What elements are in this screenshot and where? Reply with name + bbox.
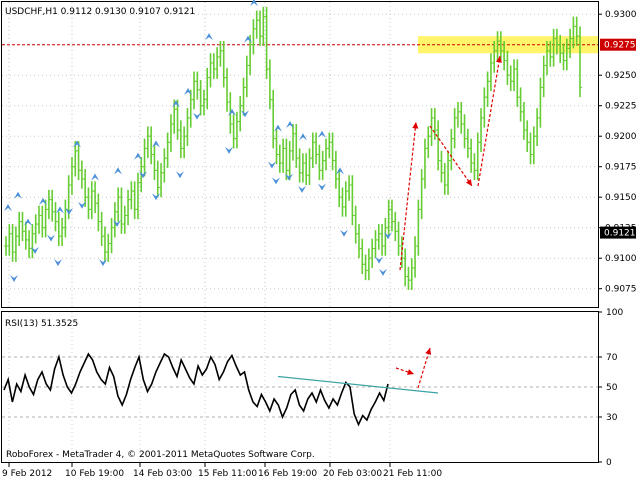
- time-axis-label: 21 Feb 11:00: [383, 469, 442, 479]
- fractal-up-marker: [56, 206, 64, 214]
- rsi-axis-label: 30: [606, 413, 618, 423]
- fractal-down-marker: [10, 274, 18, 282]
- fractal-down-marker: [379, 268, 387, 276]
- fractal-markers: [4, 0, 392, 282]
- arrow-up-2-head: [495, 56, 502, 63]
- price-axis-label: 0.9150: [605, 193, 637, 203]
- rsi-axis-label: 70: [606, 353, 618, 363]
- fractal-down-marker: [225, 146, 233, 154]
- fractal-down-marker: [99, 259, 107, 267]
- fractal-down-marker: [318, 183, 326, 191]
- rsi-levels: [2, 312, 598, 462]
- time-axis-label: 16 Feb 19:00: [258, 469, 317, 479]
- time-axis-label: 9 Feb 2012: [2, 469, 52, 479]
- price-axis-label: 0.9225: [605, 102, 637, 112]
- fractal-down-marker: [375, 256, 383, 264]
- time-axis-label: 20 Feb 03:00: [323, 469, 382, 479]
- fractal-up-marker: [228, 108, 236, 116]
- rsi-axis-label: 100: [606, 308, 623, 318]
- fractal-up-marker: [114, 167, 122, 175]
- rsi-arrow-2-head: [425, 348, 432, 355]
- fractal-up-marker: [152, 140, 160, 148]
- fractal-up-marker: [39, 197, 47, 205]
- current-price-box: [600, 226, 636, 239]
- rsi-axis: 100 70 50 30 0: [598, 308, 623, 468]
- fractal-down-marker: [78, 201, 86, 209]
- fractal-down-marker: [47, 234, 55, 242]
- price-axis-label: 0.9175: [605, 163, 637, 173]
- fractal-up-marker: [274, 124, 282, 132]
- resistance-price-label: 0.9275: [604, 41, 636, 51]
- price-series: [4, 6, 582, 290]
- fractal-up-marker: [24, 218, 32, 226]
- fractal-up-marker: [286, 121, 294, 128]
- fractal-down-marker: [272, 177, 280, 185]
- fractal-down-marker: [113, 220, 121, 228]
- time-axis-label: 14 Feb 03:00: [133, 469, 192, 479]
- rsi-axis-label: 50: [606, 383, 618, 393]
- fractal-up-marker: [336, 167, 344, 175]
- fractal-up-marker: [205, 33, 213, 41]
- current-price-label: 0.9121: [604, 229, 636, 239]
- fractal-down-marker: [31, 246, 39, 254]
- fractal-up-marker: [73, 140, 81, 148]
- fractal-down-marker: [152, 193, 160, 201]
- arrow-up-2: [477, 55, 501, 187]
- fractal-up-marker: [318, 130, 326, 138]
- price-chart-title: USDCHF,H1 0.9112 0.9130 0.9107 0.9121: [5, 7, 195, 17]
- price-axis-label: 0.9075: [605, 285, 637, 295]
- rsi-arrow-1-head: [407, 369, 414, 375]
- price-axis-label: 0.9300: [605, 10, 637, 20]
- fractal-down-marker: [139, 171, 147, 179]
- rsi-trendline: [277, 375, 439, 394]
- rsi-axis-label: 0: [606, 458, 612, 468]
- price-axis-label: 0.9250: [605, 71, 637, 81]
- fractal-up-marker: [299, 133, 307, 141]
- analysis-arrows: [399, 55, 502, 271]
- price-axis-label: 0.9100: [605, 254, 637, 264]
- fractal-down-marker: [241, 110, 249, 118]
- fractal-down-marker: [285, 173, 293, 181]
- time-axis-label: 15 Feb 11:00: [198, 469, 257, 479]
- fractal-down-marker: [54, 259, 62, 267]
- fractal-down-marker: [193, 112, 201, 120]
- fractal-down-marker: [298, 185, 306, 193]
- fractal-down-marker: [176, 171, 184, 179]
- price-axis: 0.9300 0.9250 0.9225 0.9200 0.9175 0.9150 0.91…: [598, 10, 637, 295]
- fractal-up-marker: [172, 100, 180, 108]
- fractal-down-marker: [340, 229, 348, 237]
- rsi-title: RSI(13) 51.3525: [5, 319, 78, 329]
- arrow-down-1: [429, 125, 473, 187]
- time-axis-label: 10 Feb 19:00: [65, 469, 124, 479]
- rsi-line: [3, 352, 389, 427]
- fractal-up-marker: [250, 0, 258, 6]
- fractal-up-marker: [14, 191, 22, 199]
- fractal-up-marker: [134, 152, 142, 160]
- resistance-price-box: [600, 38, 636, 51]
- copyright-text: RoboForex - MetaTrader 4, © 2001-2011 Me…: [6, 450, 315, 460]
- fractal-up-marker: [91, 173, 99, 181]
- fractal-down-marker: [384, 232, 392, 240]
- time-axis: 9 Feb 2012 10 Feb 19:00 14 Feb 03:00 15 Feb…: [2, 462, 442, 479]
- rsi-series: [3, 347, 439, 427]
- arrow-down-1-head: [465, 179, 472, 186]
- fractal-up-marker: [184, 88, 192, 96]
- arrow-up-1-head: [412, 122, 419, 129]
- fractal-down-marker: [65, 207, 73, 215]
- fractal-up-marker: [4, 203, 12, 211]
- price-axis-label: 0.9200: [605, 132, 637, 142]
- fractal-up-marker: [244, 35, 252, 43]
- rsi-arrow-2: [417, 347, 431, 389]
- fractal-down-marker: [268, 161, 276, 169]
